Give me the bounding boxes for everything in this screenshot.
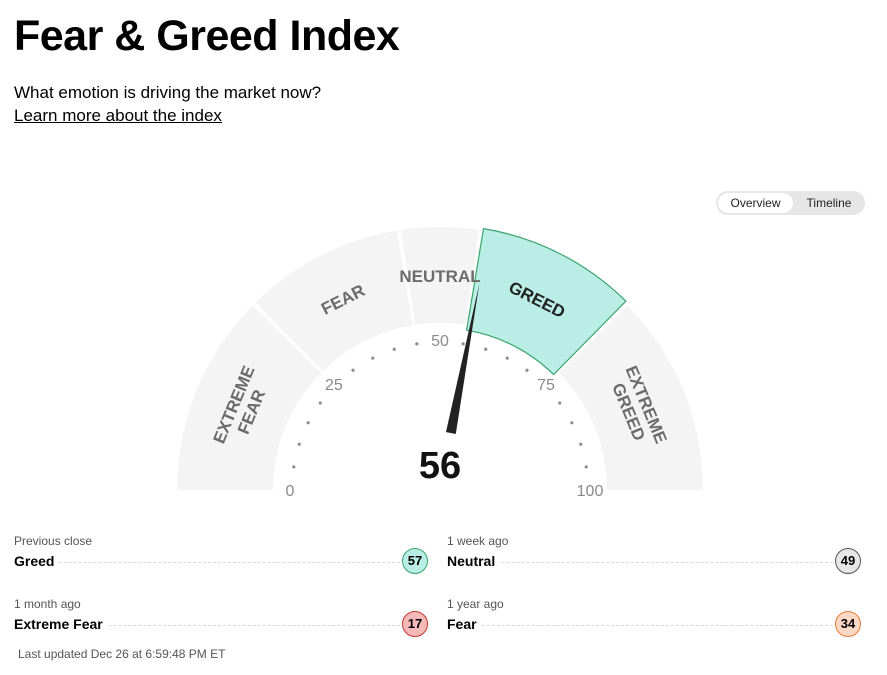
zone-extreme-greed xyxy=(559,305,703,490)
tab-overview[interactable]: Overview xyxy=(718,193,793,213)
scale-dot xyxy=(461,342,465,346)
scale-dot xyxy=(371,356,375,360)
gauge-value: 56 xyxy=(419,445,461,487)
history-rating: Neutral xyxy=(447,552,500,570)
page-subtitle: What emotion is driving the market now? xyxy=(14,83,322,102)
scale-label: 100 xyxy=(577,483,604,500)
zone-neutral xyxy=(400,226,480,325)
fear-greed-gauge: EXTREMEFEARFEARNEUTRALGREEDEXTREMEGREED0… xyxy=(177,226,703,510)
history-rating: Greed xyxy=(14,552,59,570)
history-1-week-ago: 1 week ago Neutral 49 xyxy=(447,534,861,578)
zone-fear xyxy=(255,230,413,371)
learn-more-link[interactable]: Learn more about the index xyxy=(14,106,222,125)
zone-extreme-fear xyxy=(177,305,321,490)
view-toggle: Overview Timeline xyxy=(716,191,865,215)
history-previous-close: Previous close Greed 57 xyxy=(14,534,428,578)
dotted-divider xyxy=(14,625,400,626)
zone-greed-active xyxy=(465,227,627,376)
scale-label: 0 xyxy=(286,483,295,500)
scale-dot xyxy=(351,368,355,372)
history-value-badge: 57 xyxy=(402,548,428,574)
history-rating: Extreme Fear xyxy=(14,615,107,633)
scale-dot xyxy=(292,465,296,469)
scale-label: 75 xyxy=(537,377,555,394)
scale-dot xyxy=(484,347,488,351)
scale-dot xyxy=(570,421,574,425)
scale-dot xyxy=(297,442,301,446)
zone-label: NEUTRAL xyxy=(399,267,480,286)
history-1-month-ago: 1 month ago Extreme Fear 17 xyxy=(14,597,428,641)
history-label: 1 year ago xyxy=(447,597,504,611)
scale-label: 50 xyxy=(431,333,449,350)
history-1-year-ago: 1 year ago Fear 34 xyxy=(447,597,861,641)
history-value-badge: 49 xyxy=(835,548,861,574)
last-updated: Last updated Dec 26 at 6:59:48 PM ET xyxy=(18,647,226,661)
history-label: 1 week ago xyxy=(447,534,509,548)
scale-dot xyxy=(558,401,562,405)
history-value-badge: 17 xyxy=(402,611,428,637)
scale-dot xyxy=(525,368,529,372)
scale-dot xyxy=(306,421,310,425)
zone-label-line: NEUTRAL xyxy=(399,267,480,286)
history-label: 1 month ago xyxy=(14,597,81,611)
scale-dot xyxy=(415,342,419,346)
page-title: Fear & Greed Index xyxy=(14,12,400,60)
scale-dot xyxy=(392,347,396,351)
dotted-divider xyxy=(447,625,833,626)
history-label: Previous close xyxy=(14,534,93,548)
scale-dot xyxy=(579,442,583,446)
scale-dot xyxy=(505,356,509,360)
history-rating: Fear xyxy=(447,615,481,633)
scale-dot xyxy=(584,465,588,469)
dotted-divider xyxy=(447,562,833,563)
scale-dot xyxy=(318,401,322,405)
scale-label: 25 xyxy=(325,377,343,394)
gauge-hub xyxy=(388,432,492,510)
tab-timeline[interactable]: Timeline xyxy=(806,196,852,210)
dotted-divider xyxy=(14,562,400,563)
history-value-badge: 34 xyxy=(835,611,861,637)
gauge-needle xyxy=(445,283,480,434)
